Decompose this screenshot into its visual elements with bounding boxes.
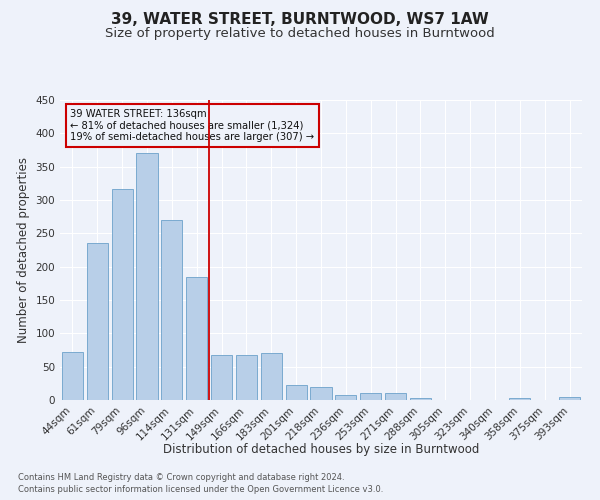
Bar <box>559 398 580 400</box>
Bar <box>211 354 232 400</box>
Bar <box>136 154 158 400</box>
Text: 39, WATER STREET, BURNTWOOD, WS7 1AW: 39, WATER STREET, BURNTWOOD, WS7 1AW <box>111 12 489 28</box>
Bar <box>261 354 282 400</box>
Text: Size of property relative to detached houses in Burntwood: Size of property relative to detached ho… <box>105 28 495 40</box>
Bar <box>161 220 182 400</box>
Text: Contains HM Land Registry data © Crown copyright and database right 2024.: Contains HM Land Registry data © Crown c… <box>18 472 344 482</box>
Bar <box>236 354 257 400</box>
Text: Distribution of detached houses by size in Burntwood: Distribution of detached houses by size … <box>163 442 479 456</box>
Bar <box>112 188 133 400</box>
Bar <box>385 394 406 400</box>
Bar <box>335 396 356 400</box>
Bar <box>410 398 431 400</box>
Bar <box>87 242 108 400</box>
Bar <box>360 394 381 400</box>
Text: 39 WATER STREET: 136sqm
← 81% of detached houses are smaller (1,324)
19% of semi: 39 WATER STREET: 136sqm ← 81% of detache… <box>70 109 314 142</box>
Text: Contains public sector information licensed under the Open Government Licence v3: Contains public sector information licen… <box>18 485 383 494</box>
Y-axis label: Number of detached properties: Number of detached properties <box>17 157 30 343</box>
Bar <box>310 388 332 400</box>
Bar <box>286 384 307 400</box>
Bar <box>62 352 83 400</box>
Bar <box>509 398 530 400</box>
Bar <box>186 278 207 400</box>
